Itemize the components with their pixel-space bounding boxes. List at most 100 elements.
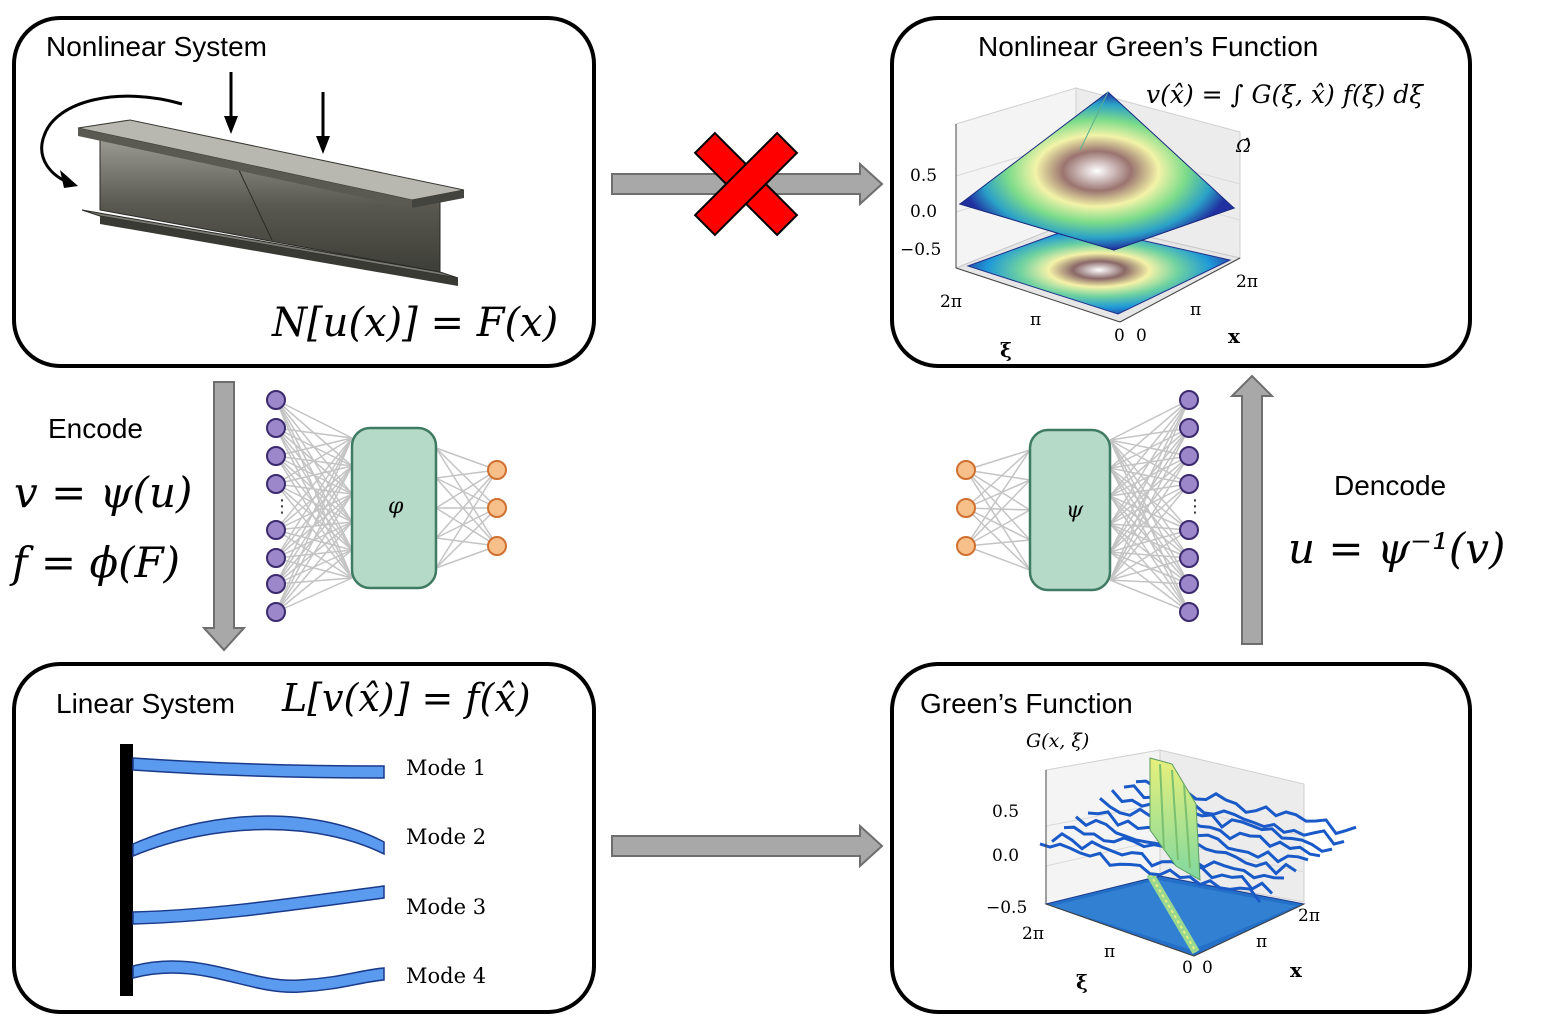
- g-z-tick-0: 0.5: [992, 802, 1020, 822]
- decoder-edge: [1109, 427, 1190, 441]
- encoder-node: [266, 418, 286, 438]
- g-xi-tick-1: π: [1104, 942, 1116, 962]
- decoder-edge: [965, 469, 1031, 511]
- decoder-edge: [965, 545, 1031, 571]
- decoder-edge: [965, 509, 1031, 547]
- g-x-tick-0: 0: [1202, 958, 1213, 978]
- mode-1-label: Mode 1: [406, 756, 487, 780]
- integration-domain-label: Ω̂: [1236, 136, 1251, 157]
- noise-trace: [1099, 797, 1321, 858]
- encoder-node: [266, 574, 286, 594]
- encoder-edge: [435, 537, 498, 547]
- nl-z-tick-0: 0.5: [910, 166, 938, 186]
- linear-system-title: Linear System: [56, 688, 235, 719]
- encoder-edge: [275, 483, 353, 495]
- decoder-edge: [965, 539, 1031, 547]
- mode-4-shape: [132, 960, 385, 994]
- encoder-node: [266, 602, 286, 622]
- encoder-edge: [275, 483, 353, 551]
- encoder-edge: [275, 493, 353, 613]
- nl-x-tick-0: 0: [1136, 326, 1147, 346]
- decoder-edge: [1109, 579, 1190, 613]
- decoder-edge: [965, 507, 1031, 571]
- decoder-edge: [965, 449, 1031, 509]
- encoder-node: [266, 390, 286, 410]
- nonlinear-greens-equation: v(x̂) = ∫ G(ξ, x̂) f(ξ) dξ: [1146, 80, 1423, 109]
- encoder-latent-node: [487, 460, 507, 480]
- decoder-node: [1179, 548, 1199, 568]
- decoder-hidden-block: [1028, 428, 1112, 592]
- encoder-ellipsis: ⋮: [273, 496, 291, 517]
- encoder-edge: [435, 469, 498, 479]
- decoder-edge: [965, 479, 1031, 547]
- decode-equation: u = ψ⁻¹(v): [1288, 524, 1506, 573]
- decoder-edge: [965, 479, 1031, 509]
- encoder-symbol: φ: [388, 494, 404, 519]
- g-z-tick-1: 0.0: [992, 846, 1020, 866]
- nonlinear-greens-plot: [954, 87, 1242, 323]
- noise-trace: [1039, 842, 1262, 904]
- nl-xi-tick-0: 2π: [940, 292, 962, 312]
- encoder-edge: [275, 465, 353, 485]
- encoder-edge: [435, 507, 498, 547]
- linear-system-equation: L[v(x̂)] = f(x̂): [282, 676, 531, 720]
- g-xi-tick-2: 0: [1182, 958, 1193, 978]
- decoder-edge: [965, 507, 1031, 541]
- mode-4-label: Mode 4: [406, 964, 487, 988]
- encoder-edge: [275, 437, 353, 613]
- decoder-edge: [1109, 523, 1190, 613]
- encode-label: Encode: [48, 413, 143, 444]
- g-z-tick-2: −0.5: [986, 898, 1028, 918]
- nl-x-tick-2: 2π: [1236, 272, 1258, 292]
- encoder-edge: [435, 469, 498, 539]
- encode-down-arrow: [201, 381, 247, 652]
- decoder-edge: [1109, 439, 1190, 531]
- decoder-edge: [1109, 483, 1190, 497]
- linear-to-greens-arrow: [611, 823, 884, 869]
- decoder-edge: [965, 449, 1031, 547]
- encode-equation-f: f = ϕ(F): [12, 538, 180, 587]
- decoder-edge: [965, 449, 1031, 471]
- red-cross-icon: [693, 131, 799, 237]
- encoder-node: [266, 548, 286, 568]
- encoder-edge: [275, 437, 353, 585]
- encoder-latent-node: [487, 498, 507, 518]
- decoder-edge: [965, 469, 1031, 541]
- decoder-latent-node: [956, 460, 976, 480]
- decode-label: Dencode: [1334, 470, 1447, 501]
- decoder-edge: [1109, 483, 1190, 553]
- encoder-edge: [435, 545, 498, 569]
- decoder-edge: [1109, 439, 1190, 485]
- nonlinear-system-title: Nonlinear System: [46, 31, 267, 62]
- decoder-node: [1179, 574, 1199, 594]
- noise-trace: [1110, 789, 1333, 853]
- g-x-axis-label: x: [1290, 958, 1302, 982]
- nonlinear-greens-title: Nonlinear Green’s Function: [978, 31, 1319, 62]
- g-xi-tick-0: 2π: [1022, 924, 1044, 944]
- encoder-edge: [275, 427, 353, 439]
- mode-2-label: Mode 2: [406, 825, 487, 849]
- encoder-node: [266, 446, 286, 466]
- decoder-edge: [1109, 483, 1190, 525]
- decoder-edge: [1109, 439, 1190, 457]
- decoder-edge: [1109, 467, 1190, 613]
- linear-system-panel: [12, 662, 596, 1014]
- encoder-edge: [275, 549, 353, 613]
- encode-equation-v: v = ψ(u): [14, 468, 193, 517]
- decoder-edge: [1109, 467, 1190, 485]
- decoder-edge: [965, 469, 1031, 571]
- nonlinear-system-equation: N[u(x)] = F(x): [272, 300, 559, 346]
- decoder-node: [1179, 520, 1199, 540]
- decoder-edge: [1109, 399, 1190, 441]
- encoder-edge: [435, 447, 498, 471]
- encoder-edge: [275, 483, 353, 579]
- decoder-edge: [1109, 551, 1190, 613]
- noise-trace: [1051, 831, 1274, 895]
- decoder-network: ⋮: [956, 390, 1204, 622]
- nl-xi-axis-label: ξ: [1000, 338, 1012, 362]
- encoder-edge: [435, 469, 498, 509]
- decoder-ellipsis: ⋮: [1186, 496, 1204, 517]
- cantilever-modes: [120, 744, 385, 996]
- decoder-edge: [1109, 439, 1190, 559]
